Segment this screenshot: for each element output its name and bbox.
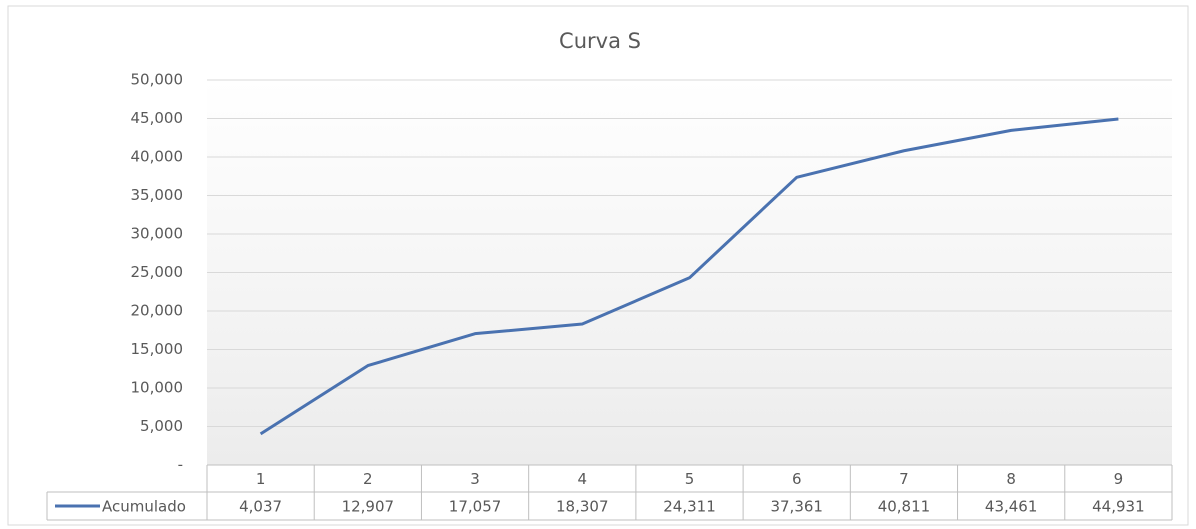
y-tick-label: 5,000 <box>140 417 183 435</box>
x-tick-label: 8 <box>1006 470 1016 488</box>
y-tick-label: 50,000 <box>131 71 184 89</box>
x-tick-label: 7 <box>899 470 909 488</box>
y-tick-label: 30,000 <box>131 225 184 243</box>
table-value: 17,057 <box>449 498 502 516</box>
x-tick-label: 1 <box>256 470 266 488</box>
table-value: 24,311 <box>663 498 716 516</box>
table-value: 37,361 <box>770 498 823 516</box>
y-tick-label: 25,000 <box>131 263 184 281</box>
x-tick-label: 5 <box>685 470 695 488</box>
table-value: 43,461 <box>985 498 1038 516</box>
legend-label: Acumulado <box>102 498 186 516</box>
y-tick-label: 10,000 <box>131 379 184 397</box>
x-tick-label: 4 <box>578 470 588 488</box>
table-value: 12,907 <box>342 498 395 516</box>
x-tick-label: 3 <box>470 470 480 488</box>
y-tick-label: 40,000 <box>131 148 184 166</box>
y-tick-label: 45,000 <box>131 109 184 127</box>
chart-title: Curva S <box>559 29 641 53</box>
x-tick-label: 9 <box>1114 470 1124 488</box>
table-value: 44,931 <box>1092 498 1145 516</box>
x-tick-label: 6 <box>792 470 802 488</box>
series-line <box>259 117 1119 436</box>
table-value: 18,307 <box>556 498 609 516</box>
y-tick-label: 20,000 <box>131 302 184 320</box>
table-value: 40,811 <box>878 498 931 516</box>
x-tick-label: 2 <box>363 470 373 488</box>
y-tick-label: 35,000 <box>131 186 184 204</box>
table-value: 4,037 <box>239 498 282 516</box>
y-tick-label: 15,000 <box>131 340 184 358</box>
y-tick-label: - <box>178 456 183 474</box>
